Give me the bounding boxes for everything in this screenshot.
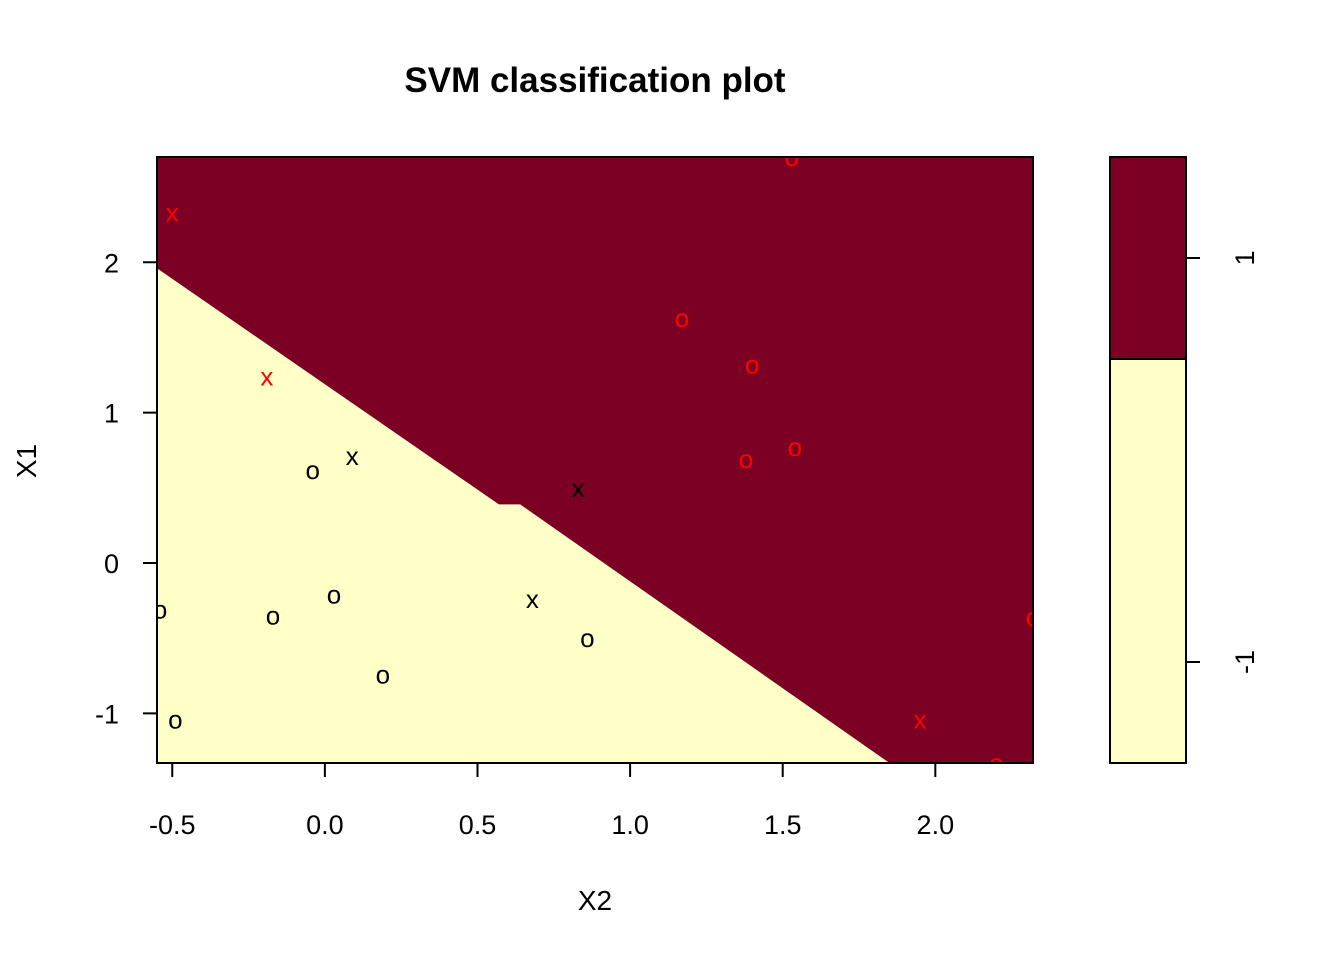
y-axis: -1 0 1 2 xyxy=(95,248,158,729)
legend-label-class-1: 1 xyxy=(1230,250,1260,265)
x-tick-label: 0.5 xyxy=(459,810,497,840)
x-axis-title: X2 xyxy=(578,885,612,916)
legend-frame xyxy=(1109,156,1187,764)
legend-swatch-class-1 xyxy=(1110,157,1186,359)
data-point-x-7: x xyxy=(346,441,359,471)
data-point-o-8: o xyxy=(305,455,319,485)
x-tick-label: 0.0 xyxy=(306,810,344,840)
x-tick-label: 2.0 xyxy=(917,810,955,840)
y-tick-label: 2 xyxy=(104,248,119,278)
data-point-o-12: o xyxy=(266,601,280,631)
y-tick-label: -1 xyxy=(95,699,119,729)
y-tick-label: 0 xyxy=(104,549,119,579)
legend-label-class-neg1: -1 xyxy=(1230,650,1260,674)
class-legend: 1 -1 xyxy=(1109,156,1260,764)
data-point-o-14: o xyxy=(580,623,594,653)
data-point-x-18: x xyxy=(914,704,927,734)
y-tick-label: 1 xyxy=(104,399,119,429)
data-point-o-10: o xyxy=(327,580,341,610)
data-point-o-11: o xyxy=(153,595,167,625)
legend-swatch-class-neg1 xyxy=(1110,359,1186,763)
data-point-o-2: o xyxy=(675,303,689,333)
data-point-x-13: x xyxy=(526,584,539,614)
x-axis: -0.5 0.0 0.5 1.0 1.5 2.0 xyxy=(149,762,955,840)
y-axis-title: X1 xyxy=(11,444,42,478)
data-point-x-4: x xyxy=(260,362,273,392)
data-point-x-9: x xyxy=(572,473,585,503)
data-point-x-1: x xyxy=(166,198,179,228)
chart-title: SVM classification plot xyxy=(404,61,786,100)
data-point-o-16: o xyxy=(168,704,182,734)
data-point-o-0: o xyxy=(785,142,799,172)
x-tick-label: -0.5 xyxy=(149,810,196,840)
data-point-o-6: o xyxy=(739,444,753,474)
data-point-o-3: o xyxy=(745,350,759,380)
x-tick-label: 1.0 xyxy=(611,810,649,840)
region-class-neg1 xyxy=(157,268,890,763)
data-point-o-19: o xyxy=(989,748,1003,778)
data-point-o-17: o xyxy=(1026,602,1040,632)
x-tick-label: 1.5 xyxy=(764,810,802,840)
data-point-o-15: o xyxy=(376,659,390,689)
data-point-o-5: o xyxy=(788,432,802,462)
